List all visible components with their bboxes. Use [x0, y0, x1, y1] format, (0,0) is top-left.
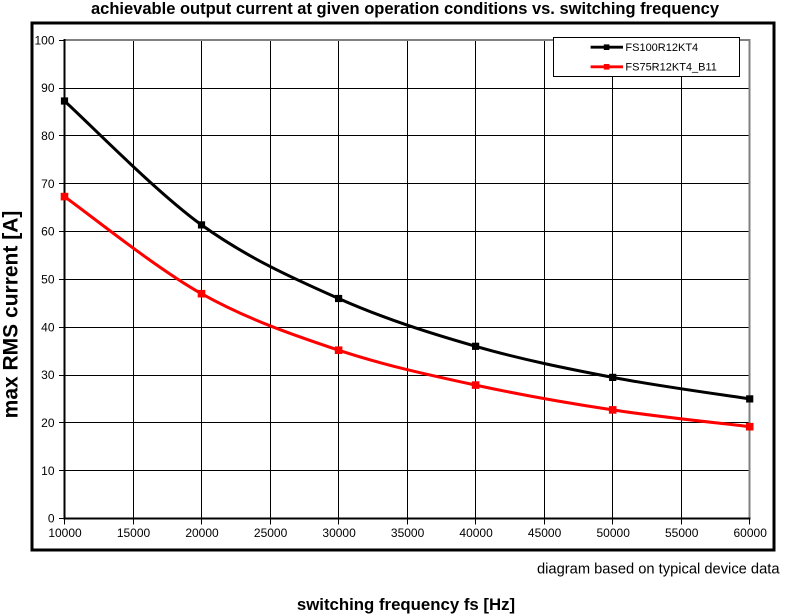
svg-text:25000: 25000: [254, 526, 288, 540]
svg-text:55000: 55000: [665, 526, 699, 540]
svg-text:100: 100: [34, 33, 54, 47]
svg-text:max RMS current [A]: max RMS current [A]: [0, 211, 22, 419]
svg-text:30: 30: [41, 368, 55, 382]
svg-text:15000: 15000: [117, 526, 151, 540]
svg-text:FS100R12KT4: FS100R12KT4: [625, 42, 698, 54]
svg-text:50000: 50000: [597, 526, 631, 540]
svg-text:80: 80: [41, 129, 55, 143]
svg-text:60: 60: [41, 225, 55, 239]
svg-text:35000: 35000: [391, 526, 425, 540]
svg-text:10000: 10000: [48, 526, 82, 540]
svg-text:switching frequency fs [Hz]: switching frequency fs [Hz]: [297, 595, 515, 614]
svg-text:FS75R12KT4_B11: FS75R12KT4_B11: [625, 62, 717, 74]
svg-text:90: 90: [41, 81, 55, 95]
svg-text:diagram based on typical devic: diagram based on typical device data: [537, 562, 780, 578]
svg-text:70: 70: [41, 177, 55, 191]
svg-text:45000: 45000: [528, 526, 562, 540]
svg-text:40000: 40000: [459, 526, 493, 540]
svg-text:40: 40: [41, 320, 55, 334]
svg-text:50: 50: [41, 273, 55, 287]
svg-text:achievable output current at g: achievable output current at given opera…: [91, 0, 720, 18]
svg-text:20000: 20000: [185, 526, 219, 540]
svg-text:60000: 60000: [734, 526, 768, 540]
svg-text:20: 20: [41, 416, 55, 430]
svg-text:30000: 30000: [322, 526, 356, 540]
svg-text:0: 0: [48, 512, 55, 526]
svg-text:10: 10: [41, 464, 55, 478]
